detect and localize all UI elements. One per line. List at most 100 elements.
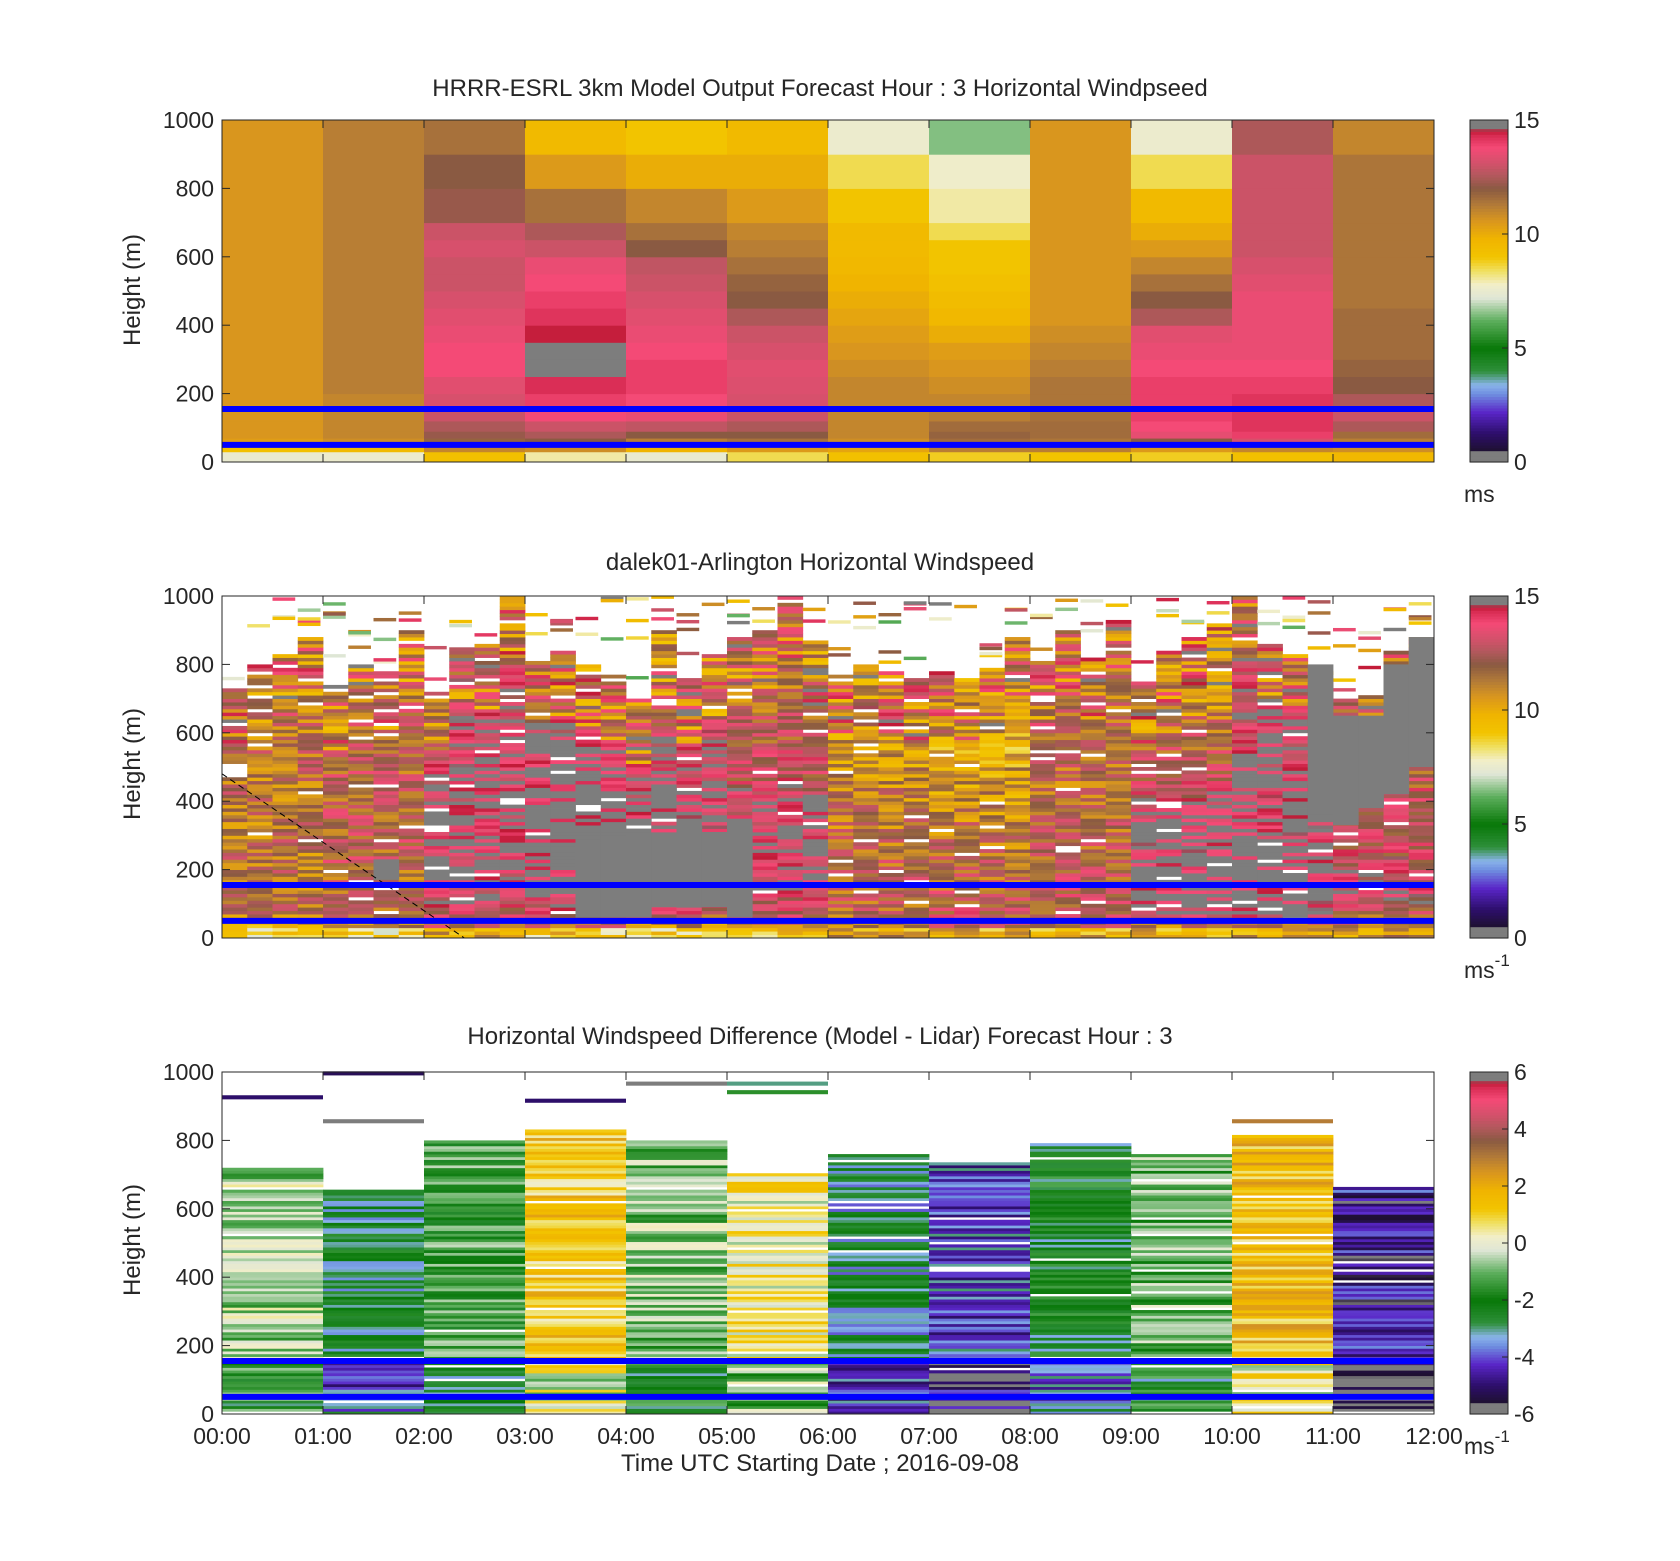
heatmap-cell [474,671,501,676]
heatmap-cell [954,900,980,905]
heatmap-cell [550,842,576,847]
heatmap-cell [1282,654,1309,658]
heatmap-cell [727,325,829,343]
heatmap-cell [1358,873,1384,877]
heatmap-cell [626,777,652,782]
heatmap-cell [323,763,349,768]
heatmap-cell [626,1337,728,1341]
heatmap-cell [323,376,425,395]
heatmap-cell [878,732,905,737]
heatmap-cell [1030,862,1056,867]
heatmap-cell [1232,859,1258,864]
heatmap-cell [222,1345,324,1349]
heatmap-cell [398,845,425,850]
heatmap-cell [222,896,248,901]
heatmap-cell [323,1345,425,1349]
heatmap-cell [878,695,905,699]
heatmap-cell [802,773,829,778]
heatmap-cell [1408,602,1432,606]
heatmap-cell [323,845,349,850]
heatmap-cell [1055,702,1081,706]
heatmap-cell [424,154,526,189]
heatmap-cell [1055,667,1081,672]
heatmap-cell [247,773,273,778]
heatmap-cell [752,927,778,932]
heatmap-cell [424,845,450,850]
heatmap-cell [323,1290,425,1295]
heatmap-cell [701,777,728,782]
heatmap-cell [701,732,728,737]
heatmap-cell [424,1200,526,1204]
heatmap-cell [979,893,1006,898]
heatmap-cell [1131,842,1157,847]
heatmap-cell [222,797,248,802]
heatmap-cell [752,866,778,870]
heatmap-cell [1358,695,1384,699]
heatmap-cell [878,804,905,809]
heatmap-cell [222,698,248,703]
heatmap-cell [297,708,324,713]
heatmap-cell [828,695,854,699]
heatmap-cell [1206,835,1233,840]
heatmap-cell [1257,808,1283,812]
heatmap-cell [727,705,753,710]
heatmap-cell [1156,873,1182,877]
heatmap-cell [929,617,952,621]
colorbar-segment [1470,359,1508,363]
heatmap-cell [777,845,804,850]
heatmap-cell [449,660,475,665]
heatmap-cell [247,784,273,788]
heatmap-cell [550,622,573,626]
heatmap-cell [1030,777,1056,782]
heatmap-cell [449,777,475,782]
heatmap-cell [651,664,677,669]
heatmap-cell [701,671,728,676]
heatmap-cell [777,637,804,641]
colorbar-segment [1470,245,1508,249]
heatmap-cell [878,862,905,867]
heatmap-cell [474,691,501,696]
missing-data-region [1333,715,1359,826]
heatmap-cell [222,1266,324,1270]
heatmap-cell [222,712,248,717]
heatmap-cell [1257,914,1283,918]
heatmap-cell [424,1323,526,1327]
heatmap-cell [878,838,905,843]
heatmap-cell [222,1375,324,1379]
heatmap-cell [222,410,324,422]
heatmap-cell [575,616,599,621]
heatmap-cell [575,674,602,679]
heatmap-cell [398,835,425,840]
heatmap-cell [222,866,248,870]
heatmap-cell [323,1206,425,1210]
heatmap-cell [651,931,677,935]
heatmap-cell [929,927,955,932]
heatmap-cell [525,256,627,275]
heatmap-cell [323,1258,425,1262]
heatmap-cell [398,828,425,833]
heatmap-cell [1181,746,1208,751]
heatmap-cell [550,671,576,676]
heatmap-cell [1282,831,1309,836]
heatmap-cell [1358,825,1384,829]
heatmap-cell [525,1143,627,1147]
heatmap-cell [1105,715,1132,720]
colorbar-segment [1470,305,1508,309]
colorbar-segment [1470,350,1508,355]
heatmap-cell [1206,715,1233,720]
colorbar-segment [1470,362,1508,366]
heatmap-cell [1030,787,1056,792]
heatmap-cell [499,712,526,717]
heatmap-cell [272,784,299,788]
heatmap-cell [398,671,425,676]
heatmap-cell [1055,869,1081,874]
heatmap-cell [550,828,576,833]
heatmap-cell [1333,708,1359,713]
heatmap-cell [348,907,374,912]
heatmap-cell [1181,664,1208,669]
heatmap-cell [297,746,324,751]
heatmap-cell [1105,664,1132,669]
heatmap-cell [348,688,374,693]
heatmap-cell [752,695,778,699]
heatmap-cell [954,604,977,609]
